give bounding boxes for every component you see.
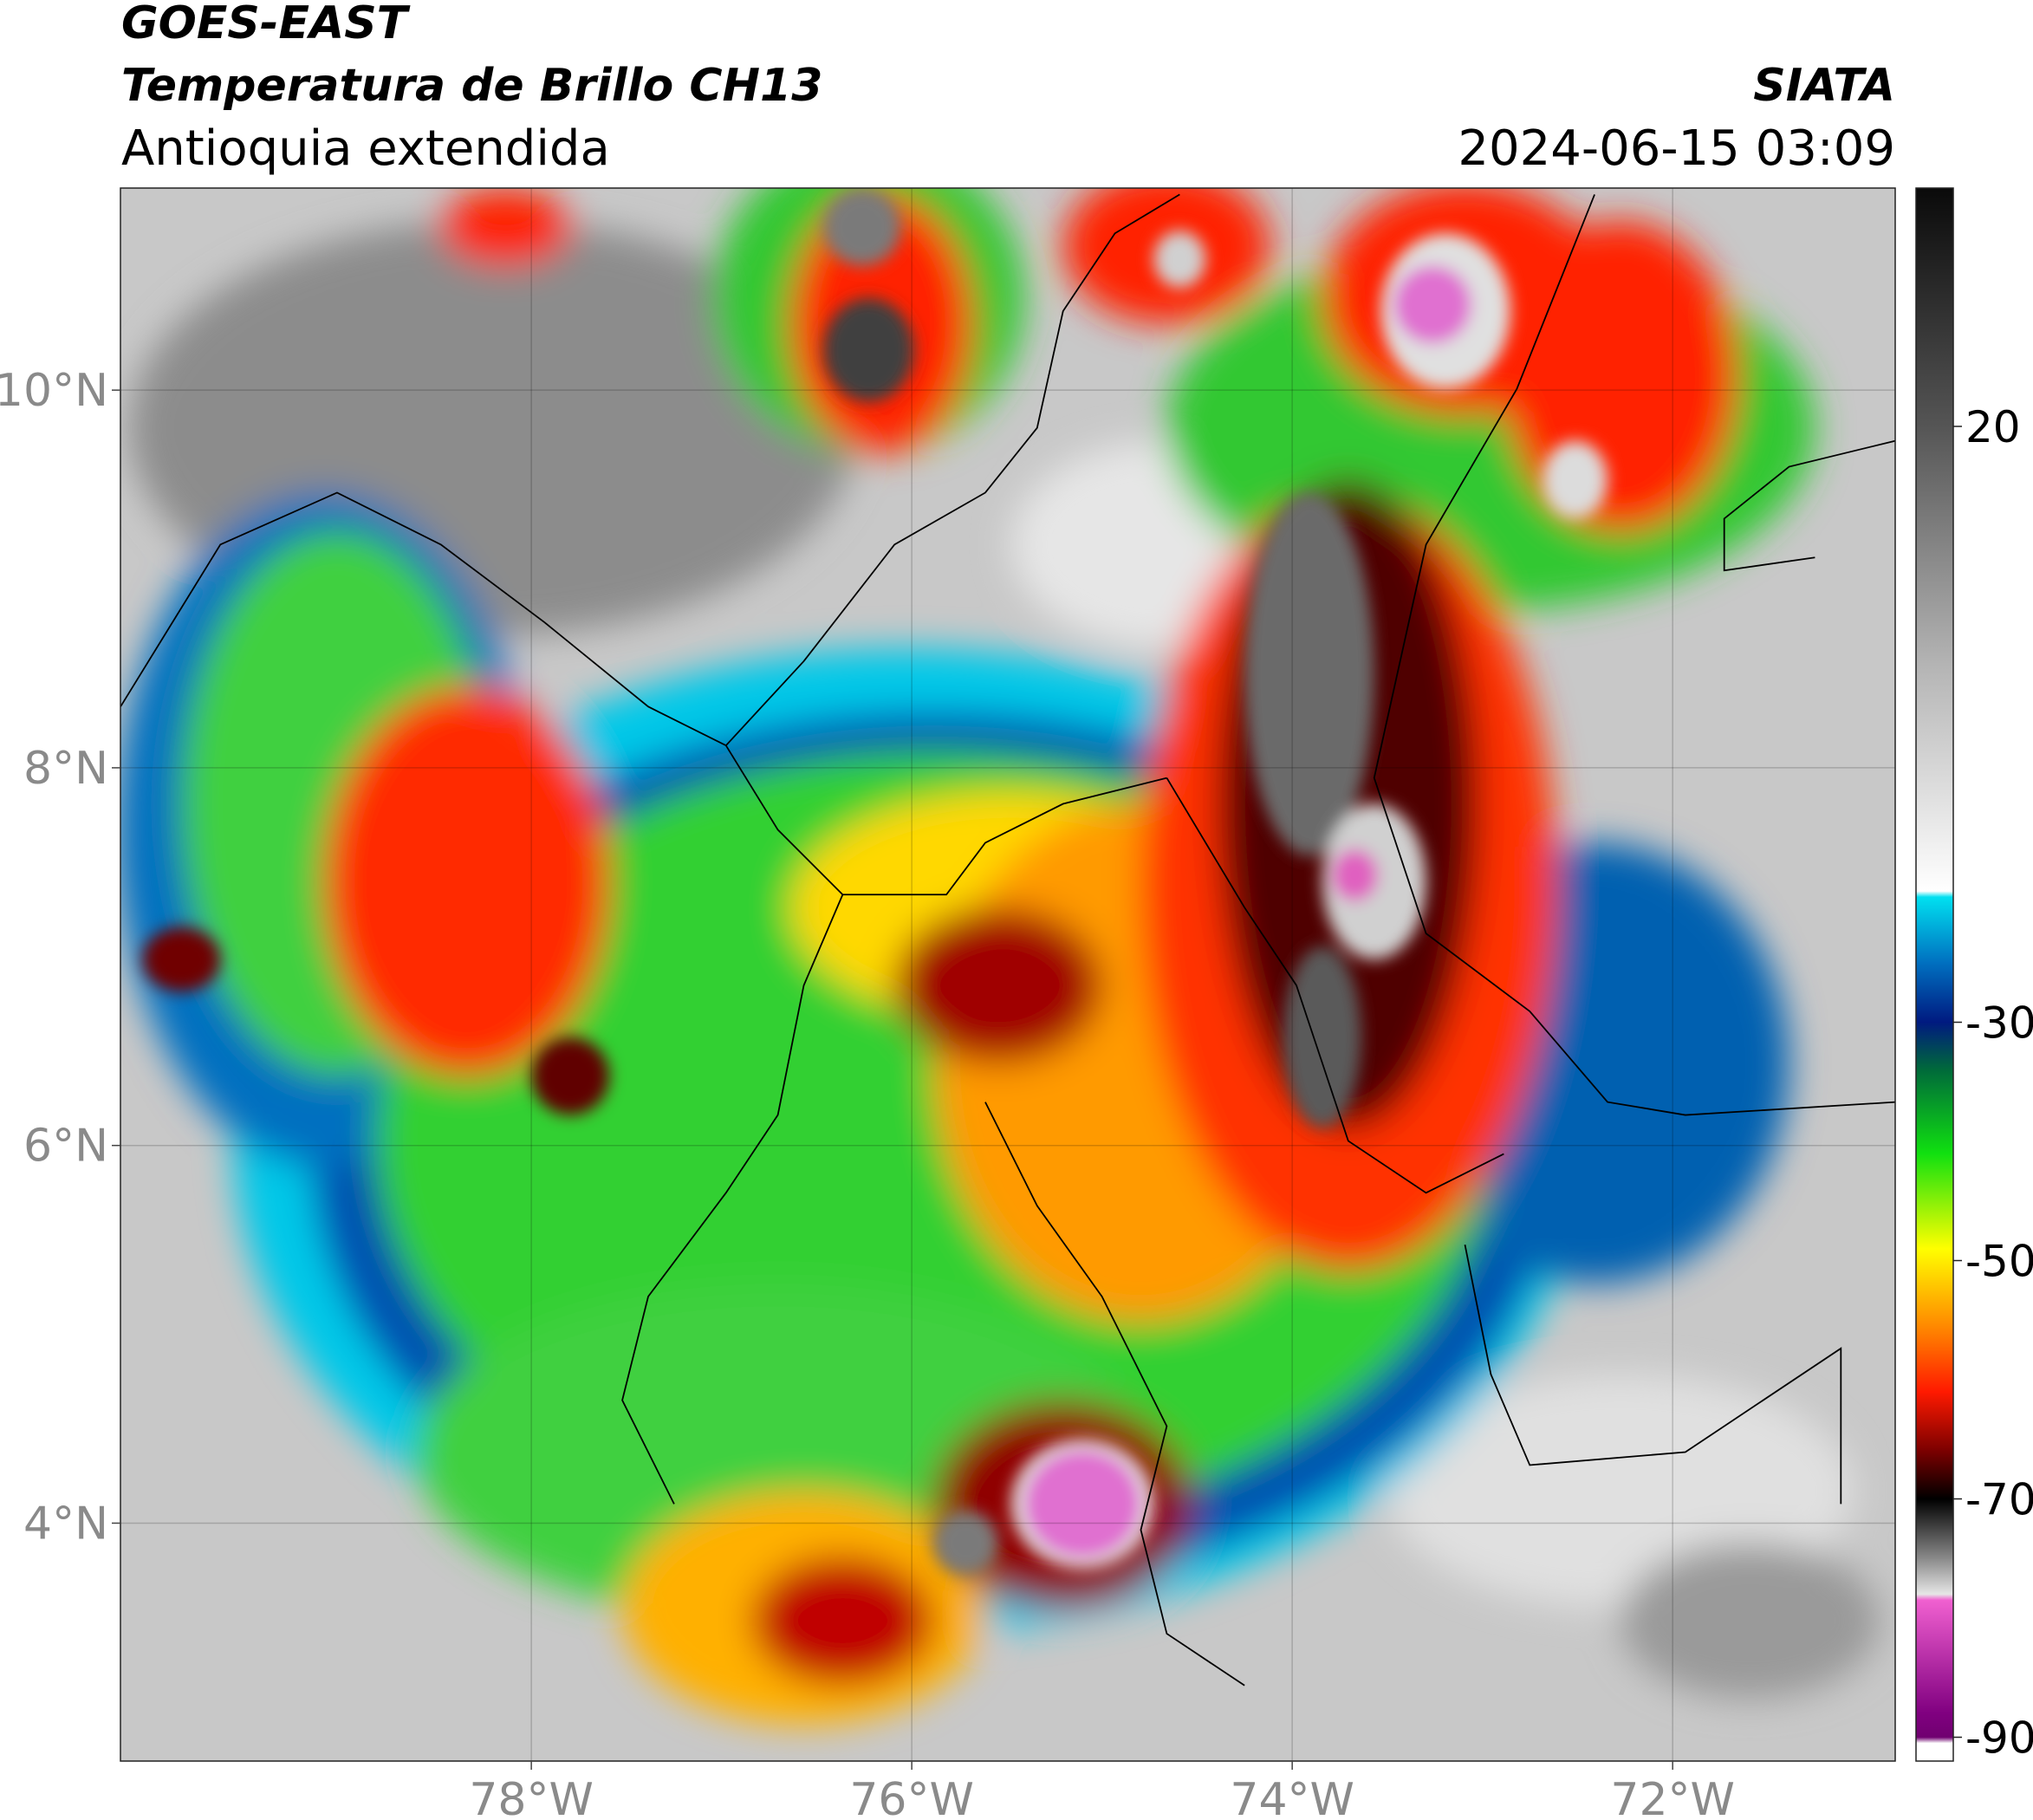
y-tick-label: 4°N xyxy=(23,1498,108,1550)
colorbar xyxy=(1915,187,1954,1762)
x-tick-label: 74°W xyxy=(1230,1774,1354,1820)
x-tick-label: 78°W xyxy=(469,1774,594,1820)
colorbar-tick-label: -90 xyxy=(1965,1713,2033,1764)
region: Antioquia extendida xyxy=(121,120,610,177)
y-tick-label: 8°N xyxy=(23,743,108,795)
y-tick-label: 10°N xyxy=(0,365,108,417)
title: GOES-EAST xyxy=(121,0,411,49)
map-frame xyxy=(120,187,1896,1762)
subtitle: Temperatura de Brillo CH13 xyxy=(121,60,822,112)
x-tick-label: 72°W xyxy=(1610,1774,1735,1820)
colorbar-tick-label: -70 xyxy=(1965,1475,2033,1525)
colorbar-tick-label: -30 xyxy=(1965,998,2033,1049)
source: SIATA xyxy=(1753,60,1895,112)
x-tick-label: 76°W xyxy=(849,1774,974,1820)
datetime: 2024-06-15 03:09 xyxy=(1458,120,1895,177)
y-tick-label: 6°N xyxy=(23,1121,108,1173)
colorbar-tick-label: -50 xyxy=(1965,1237,2033,1287)
colorbar-tick-label: 20 xyxy=(1965,402,2021,452)
satellite-image xyxy=(120,188,1895,1761)
